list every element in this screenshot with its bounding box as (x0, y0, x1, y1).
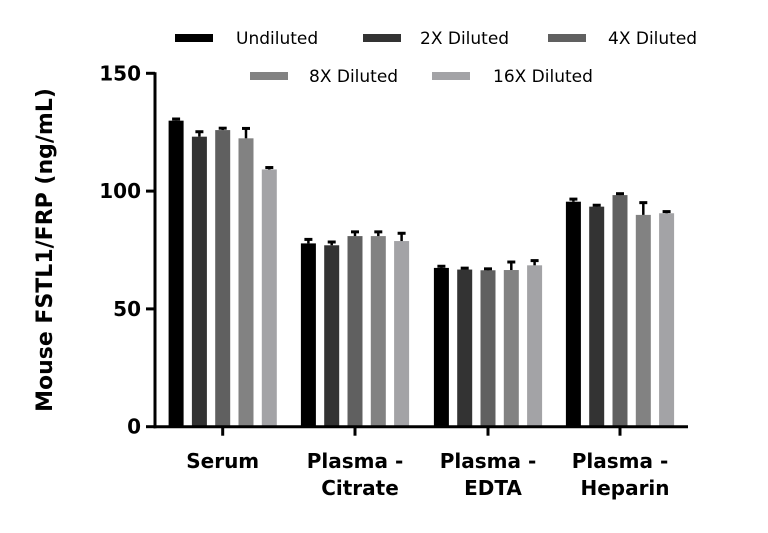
legend-swatch (548, 34, 586, 42)
bar (565, 201, 581, 427)
bar (480, 270, 496, 427)
x-tick-label: Heparin (580, 476, 669, 500)
x-tick-label: Plasma - (307, 449, 404, 473)
bar (457, 269, 473, 427)
x-tick-label: Citrate (321, 476, 399, 500)
bar (589, 206, 605, 427)
y-tick-label: 100 (99, 179, 141, 203)
x-tick-label: EDTA (464, 476, 522, 500)
x-axis: Serum Plasma - Citrate Plasma - EDTA Plasma -… (153, 425, 688, 500)
legend-swatch (250, 72, 288, 80)
legend-label: 2X Diluted (420, 29, 509, 49)
bar (394, 241, 410, 427)
x-tick-label: Plasma - (572, 449, 669, 473)
bar (659, 213, 675, 427)
legend-label: 8X Diluted (309, 67, 398, 87)
y-axis: 0 50 100 150 (99, 61, 157, 439)
bar (300, 243, 316, 427)
bar (215, 130, 231, 427)
bar (261, 169, 277, 427)
bar (347, 236, 363, 427)
legend-swatch (363, 34, 401, 42)
legend: Undiluted 2X Diluted 4X Diluted 8X Diluted 1… (175, 29, 697, 87)
legend-swatch (432, 72, 470, 80)
legend-label: 4X Diluted (608, 29, 697, 49)
bar (191, 136, 207, 427)
y-tick-label: 50 (113, 297, 141, 321)
legend-swatch (175, 34, 213, 42)
legend-label: 16X Diluted (493, 67, 593, 87)
bar (635, 214, 651, 427)
bar (238, 138, 254, 427)
bar (433, 267, 449, 427)
bar (612, 195, 628, 427)
y-tick-label: 0 (127, 415, 141, 439)
bars (168, 117, 675, 427)
y-axis-label: Mouse FSTL1/FRP (ng/mL) (33, 88, 58, 412)
y-tick-label: 150 (99, 61, 141, 85)
bar (168, 120, 184, 427)
legend-label: Undiluted (236, 29, 318, 49)
x-tick-label: Serum (186, 449, 259, 473)
bar (324, 245, 340, 427)
bar (503, 270, 519, 427)
x-tick-label: Plasma - (440, 449, 537, 473)
bar (370, 236, 386, 427)
bar (527, 265, 543, 427)
